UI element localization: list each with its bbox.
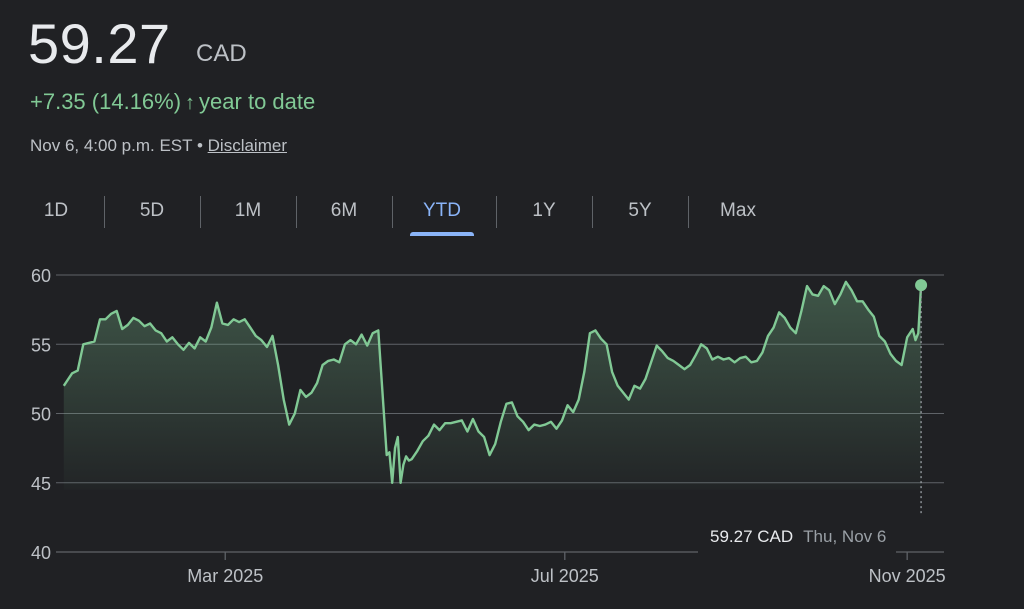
x-tick-label: Jul 2025	[531, 566, 599, 586]
change-period: year to date	[199, 89, 316, 114]
price-area-fill	[63, 281, 922, 490]
price-change: +7.35 (14.16%) ↑ year to date	[30, 88, 315, 117]
x-tick-label: Mar 2025	[187, 566, 263, 586]
tab-label: Max	[720, 200, 756, 221]
tab-label: 5Y	[628, 200, 652, 221]
price-chart[interactable]: 60 55 50 45 40 Mar 2025 Jul 2025 Nov 2025	[0, 250, 1024, 590]
current-price: 59.27	[28, 12, 171, 75]
x-tick-label: Nov 2025	[869, 566, 946, 586]
range-tabs: 1D 5D 1M 6M YTD 1Y 5Y Max	[0, 192, 800, 236]
tab-label: 1M	[234, 200, 262, 221]
tab-divider	[200, 196, 201, 228]
tab-ytd[interactable]: YTD	[394, 192, 490, 236]
timestamp: Nov 6, 4:00 p.m. EST	[30, 136, 193, 155]
y-tick-label: 50	[31, 405, 51, 425]
tab-max[interactable]: Max	[690, 192, 786, 232]
tab-6m[interactable]: 6M	[296, 192, 392, 232]
last-price-point[interactable]	[915, 279, 928, 292]
tab-divider	[496, 196, 497, 228]
currency-label: CAD	[196, 40, 247, 67]
tab-label: YTD	[423, 200, 461, 221]
tab-divider	[592, 196, 593, 228]
y-tick-label: 55	[31, 335, 51, 355]
tab-5d[interactable]: 5D	[104, 192, 200, 232]
tooltip-date: Thu, Nov 6	[803, 527, 887, 546]
price-series-line	[62, 280, 923, 484]
tab-label: 1Y	[532, 200, 556, 221]
tab-1y[interactable]: 1Y	[496, 192, 592, 232]
tab-divider	[392, 196, 393, 228]
active-tab-indicator	[410, 232, 474, 236]
tab-label: 1D	[43, 200, 69, 221]
hover-tooltip: 59.27 CAD Thu, Nov 6	[698, 519, 897, 555]
tooltip-value: 59.27 CAD	[710, 527, 794, 546]
bullet-separator: •	[196, 136, 203, 155]
tab-label: 6M	[330, 200, 358, 221]
y-tick-label: 60	[31, 266, 51, 286]
tab-5y[interactable]: 5Y	[592, 192, 688, 232]
tab-label: 5D	[139, 200, 165, 221]
y-tick-label: 45	[31, 474, 51, 494]
tab-1m[interactable]: 1M	[200, 192, 296, 232]
y-tick-label: 40	[31, 543, 51, 563]
disclaimer-link[interactable]: Disclaimer	[207, 136, 287, 155]
tab-divider	[296, 196, 297, 228]
arrow-up-icon: ↑	[185, 92, 196, 114]
change-value: +7.35 (14.16%)	[30, 89, 182, 114]
tab-1d[interactable]: 1D	[8, 192, 104, 232]
tab-divider	[104, 196, 105, 228]
timestamp-line: Nov 6, 4:00 p.m. EST • Disclaimer	[30, 136, 287, 156]
tab-divider	[688, 196, 689, 228]
